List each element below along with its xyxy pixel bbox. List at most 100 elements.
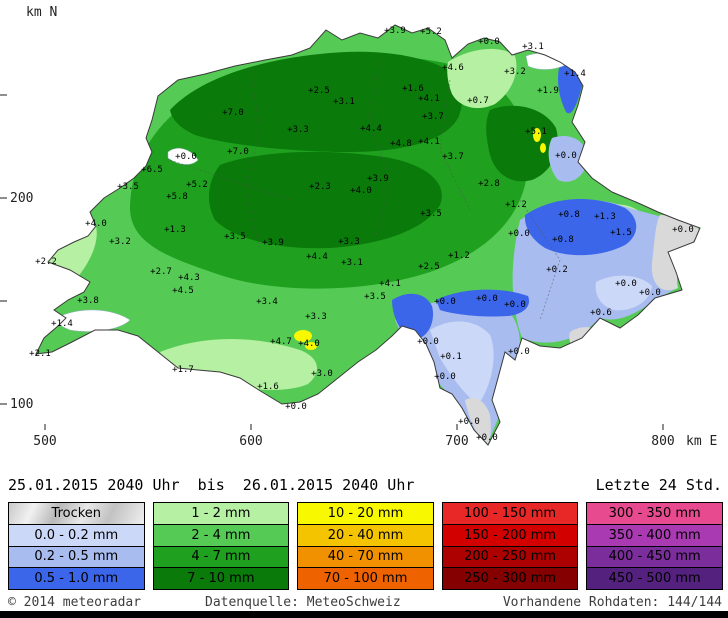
legend-item-p05_10: 0.5 - 1.0 mm — [8, 567, 145, 590]
station-value: +4.0 — [298, 339, 320, 349]
legend-column: 100 - 150 mm 150 - 200 mm 200 - 250 mm 250 … — [441, 502, 579, 590]
field-1-2mm-northeast — [447, 48, 517, 109]
station-value: +3.0 — [311, 369, 333, 379]
station-value: +0.0 — [434, 297, 456, 307]
station-value: +2.5 — [308, 86, 330, 96]
station-value: +0.0 — [458, 417, 480, 427]
legend-item-p70_100: 70 - 100 mm — [297, 567, 434, 590]
legend-item-p450_500: 450 - 500 mm — [586, 567, 723, 590]
station-value: +0.0 — [555, 151, 577, 161]
station-value: +3.1 — [333, 97, 355, 107]
legend-column: 1 - 2 mm 2 - 4 mm 4 - 7 mm 7 - 10 mm — [152, 502, 290, 590]
station-value: +0.7 — [467, 96, 489, 106]
axis-unit-east: km E — [686, 434, 717, 449]
legend-column: 300 - 350 mm 350 - 400 mm 400 - 450 mm 450 … — [586, 502, 723, 590]
legend-item-p7_10: 7 - 10 mm — [152, 567, 290, 590]
station-value: +0.0 — [508, 347, 530, 357]
x-axis-tick-label: 600 — [239, 434, 262, 449]
station-value: +0.0 — [639, 288, 661, 298]
field-10-20mm-spot — [540, 143, 546, 153]
station-value: +4.3 — [178, 273, 200, 283]
axis-layer: 500 600 700 800 200 100 — [0, 94, 675, 449]
legend-item-p1_2: 1 - 2 mm — [152, 502, 290, 525]
canton-border — [369, 54, 391, 241]
station-value: +4.5 — [172, 286, 194, 296]
station-value: +6.5 — [141, 165, 163, 175]
station-value: +4.6 — [442, 63, 464, 73]
station-value: +1.4 — [51, 319, 73, 329]
field-05-10mm-graubuenden — [524, 198, 637, 256]
country-outline — [35, 24, 701, 446]
station-value: +2.7 — [150, 267, 172, 277]
station-value: +3.5 — [117, 182, 139, 192]
canton-border — [244, 69, 261, 251]
x-axis-tick-label: 800 — [651, 434, 674, 449]
station-value: +0.0 — [285, 402, 307, 412]
legend-item-p150_200: 150 - 200 mm — [441, 523, 579, 547]
station-value: +3.5 — [420, 209, 442, 219]
legend-item-p350_400: 350 - 400 mm — [586, 523, 723, 547]
legend-item-p250_300: 250 - 300 mm — [441, 567, 579, 590]
field-00-02mm-east — [595, 275, 652, 311]
station-value: +2.3 — [309, 182, 331, 192]
field-00-02mm-ticino — [430, 321, 494, 405]
station-value: +3.3 — [338, 237, 360, 247]
station-value: +0.0 — [476, 433, 498, 443]
legend-item-p10_20: 10 - 20 mm — [297, 502, 434, 525]
field-05-10mm-rhine — [558, 63, 583, 114]
axis-unit-north: km N — [26, 5, 57, 20]
station-value: +4.1 — [379, 279, 401, 289]
station-value: +0.1 — [440, 352, 462, 362]
station-value: +0.0 — [672, 225, 694, 235]
station-value: +3.2 — [504, 67, 526, 77]
station-value: +1.2 — [448, 251, 470, 261]
station-value: +2.8 — [478, 179, 500, 189]
station-value: +3.7 — [422, 112, 444, 122]
legend-item-p200_250: 200 - 250 mm — [441, 545, 579, 569]
legend-item-p40_70: 40 - 70 mm — [297, 545, 434, 569]
station-value: +0.6 — [590, 308, 612, 318]
station-value: +4.1 — [418, 137, 440, 147]
period-text: 25.01.2015 2040 Uhr bis 26.01.2015 2040 … — [8, 476, 415, 494]
legend-item-p2_4: 2 - 4 mm — [152, 523, 290, 547]
legend: Trocken 0.0 - 0.2 mm 0.2 - 0.5 mm 0.5 - 1.0… — [8, 502, 723, 590]
precipitation-fields — [36, 48, 699, 445]
station-value: +1.7 — [172, 365, 194, 375]
field-10-20mm-spot — [533, 128, 541, 142]
footer-source: Datenquelle: MeteoSchweiz — [205, 595, 401, 610]
footer: © 2014 meteoradar Datenquelle: MeteoSchw… — [8, 595, 722, 611]
station-value: +3.3 — [305, 312, 327, 322]
field-trocken-south-tip — [465, 398, 491, 445]
legend-item-trocken: Trocken — [8, 502, 145, 525]
field-trocken-southeast — [569, 327, 604, 354]
station-value: +2.5 — [418, 262, 440, 272]
station-value: +4.0 — [85, 219, 107, 229]
station-value: +3.4 — [256, 297, 278, 307]
station-value: +0.0 — [615, 279, 637, 289]
station-value: +1.6 — [257, 382, 279, 392]
footer-rawdata: Vorhandene Rohdaten: 144/144 — [502, 595, 722, 610]
station-value: +3.2 — [109, 237, 131, 247]
station-value: +0.0 — [478, 37, 500, 47]
station-value: +3.5 — [364, 292, 386, 302]
station-value: +7.0 — [222, 108, 244, 118]
map-axes: km N km E 500 600 700 800 200 100 — [0, 5, 717, 449]
legend-item-p4_7: 4 - 7 mm — [152, 545, 290, 569]
station-value: +3.8 — [77, 296, 99, 306]
legend-item-p400_450: 400 - 450 mm — [586, 545, 723, 569]
station-value: +3.9 — [262, 238, 284, 248]
station-value: +1.3 — [164, 225, 186, 235]
x-axis-tick-label: 500 — [33, 434, 56, 449]
field-05-10mm-southband — [436, 289, 530, 317]
bottom-bar — [0, 611, 728, 618]
field-10-20mm-spot — [305, 342, 317, 350]
station-value: +0.0 — [476, 294, 498, 304]
legend-item-p000_02: 0.0 - 0.2 mm — [8, 523, 145, 547]
station-value: +0.0 — [508, 229, 530, 239]
station-value: +2.1 — [29, 349, 51, 359]
station-value: +3.1 — [341, 258, 363, 268]
station-value: +0.0 — [175, 152, 197, 162]
y-axis-tick-label: 200 — [10, 191, 33, 206]
lake-neuchatel — [167, 148, 199, 165]
station-value: +3.9 — [384, 26, 406, 36]
